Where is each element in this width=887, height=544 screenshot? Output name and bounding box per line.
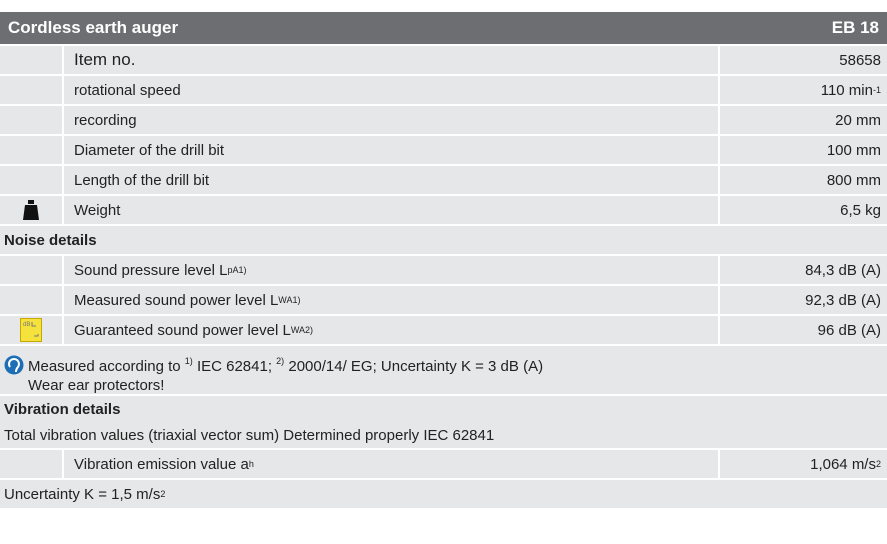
icon-cell xyxy=(0,136,62,164)
icon-cell xyxy=(0,46,62,74)
text-sub: WA xyxy=(278,295,293,305)
text-text: 110 min xyxy=(820,81,873,99)
value: 800 mm xyxy=(720,166,887,194)
value: 110 min -1 xyxy=(720,76,887,104)
text-text: Vibration emission value a xyxy=(74,455,249,473)
row: Uncertainty K = 1,5 m/s 2 xyxy=(0,480,887,508)
row: Vibration emission value a h 1,064 m/s 2 xyxy=(0,450,887,478)
row: Diameter of the drill bit 100 mm xyxy=(0,136,887,164)
icon-cell xyxy=(0,256,62,284)
value: 96 dB (A) xyxy=(720,316,887,344)
row: Measured according to 1) IEC 62841; 2) 2… xyxy=(0,346,887,394)
text-sup: 2) xyxy=(276,356,285,366)
row: rotational speed 110 min -1 xyxy=(0,76,887,104)
value: 100 mm xyxy=(720,136,887,164)
text-text: Weight xyxy=(74,201,121,219)
text-text: 100 mm xyxy=(826,141,881,159)
row: Length of the drill bit 800 mm xyxy=(0,166,887,194)
label: Measured sound power level L WA 1) xyxy=(64,286,718,314)
label: Length of the drill bit xyxy=(64,166,718,194)
text-text: 1,064 m/s xyxy=(810,455,876,473)
row: Total vibration values (triaxial vector … xyxy=(0,422,887,448)
row: Noise details xyxy=(0,226,887,254)
text-sup: 1) xyxy=(238,265,247,275)
text-text: Sound pressure level L xyxy=(74,261,228,279)
text-text: Measured sound power level L xyxy=(74,291,279,309)
text-sub: pA xyxy=(227,265,239,275)
value: 84,3 dB (A) xyxy=(720,256,887,284)
title: Cordless earth auger xyxy=(8,18,179,37)
value: 20 mm xyxy=(720,106,887,134)
text-text: recording xyxy=(74,111,137,129)
label: Weight xyxy=(64,196,718,224)
row: recording 20 mm xyxy=(0,106,887,134)
text-text: IEC 62841; xyxy=(192,358,277,375)
text-text: 2000/14/ EG; Uncertainty K = 3 dB (A) xyxy=(284,358,544,375)
text-text: Guaranteed sound power level L xyxy=(74,321,291,339)
ear-icon xyxy=(4,355,24,380)
note-line: Wear ear protectors! xyxy=(28,376,887,395)
icon-cell xyxy=(0,450,62,478)
row: Vibration details xyxy=(0,396,887,422)
text-sup: 2 xyxy=(875,459,881,469)
text-text: Measured according to xyxy=(28,358,185,375)
text-sup: -1 xyxy=(872,85,881,95)
text-text: rotational speed xyxy=(74,81,181,99)
icon-cell xyxy=(0,76,62,104)
text-sup: 2 xyxy=(160,489,166,499)
icon-cell: dB xyxy=(0,316,62,344)
label: recording xyxy=(64,106,718,134)
value: 6,5 kg xyxy=(720,196,887,224)
section-title: Vibration details xyxy=(0,396,887,422)
table: Item no. 58658 rotational speed 110 min -1 re… xyxy=(0,46,887,510)
icon-cell xyxy=(0,196,62,224)
text-text: 20 mm xyxy=(835,111,881,129)
label: Guaranteed sound power level L WA 2) xyxy=(64,316,718,344)
icon-cell xyxy=(0,106,62,134)
value: 58658 xyxy=(720,46,887,74)
text-text: 58658 xyxy=(839,51,881,69)
section-title: Noise details xyxy=(0,226,887,254)
text-text: 800 mm xyxy=(826,171,881,189)
text-sup: 1) xyxy=(184,356,193,366)
text-text: 84,3 dB (A) xyxy=(805,261,881,279)
text-text: 6,5 kg xyxy=(840,201,881,219)
svg-text:dB: dB xyxy=(23,322,30,328)
text-text: Wear ear protectors! xyxy=(28,377,165,394)
header: Cordless earth auger EB 18 xyxy=(0,12,887,44)
text-text: 96 dB (A) xyxy=(817,321,881,339)
text-sup: 2) xyxy=(304,325,313,335)
label: Diameter of the drill bit xyxy=(64,136,718,164)
model: EB 18 xyxy=(831,18,879,37)
row: Weight 6,5 kg xyxy=(0,196,887,224)
text-sub: h xyxy=(248,459,254,469)
icon-cell xyxy=(0,286,62,314)
row: Measured sound power level L WA 1) 92,3 dB … xyxy=(0,286,887,314)
text-text: 92,3 dB (A) xyxy=(805,291,881,309)
value: 92,3 dB (A) xyxy=(720,286,887,314)
text-sub: WA xyxy=(290,325,305,335)
note-line: Measured according to 1) IEC 62841; 2) 2… xyxy=(28,352,887,376)
label: rotational speed xyxy=(64,76,718,104)
text-text: Uncertainty K = 1,5 m/s xyxy=(4,485,161,503)
row: dB Guaranteed sound power level L WA 2) 96 d… xyxy=(0,316,887,344)
row: Item no. 58658 xyxy=(0,46,887,74)
icon-cell xyxy=(0,166,62,194)
text-text: Length of the drill bit xyxy=(74,171,210,189)
text-sup: 1) xyxy=(292,295,301,305)
value: 1,064 m/s 2 xyxy=(720,450,887,478)
uncertainty: Uncertainty K = 1,5 m/s 2 xyxy=(0,480,887,508)
subtitle: Total vibration values (triaxial vector … xyxy=(0,422,887,448)
text-text: Diameter of the drill bit xyxy=(74,141,225,159)
note: Measured according to 1) IEC 62841; 2) 2… xyxy=(0,346,887,394)
text-text: Item no. xyxy=(74,50,136,69)
label: Item no. xyxy=(64,46,718,74)
